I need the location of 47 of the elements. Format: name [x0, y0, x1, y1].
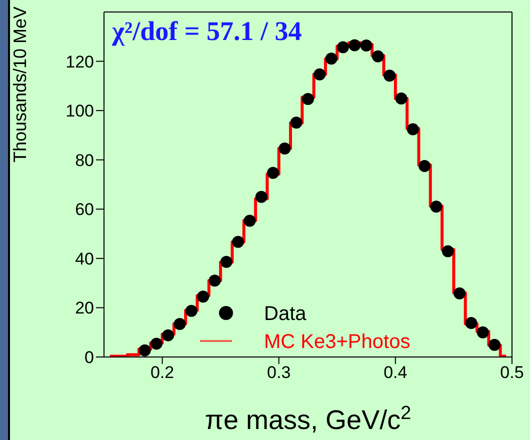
y-tick-label: 100 [66, 102, 94, 121]
annotation: χ²/dof = 57.1 / 34 [111, 16, 302, 46]
point [384, 70, 396, 82]
point [255, 190, 268, 203]
point [442, 245, 454, 258]
point [348, 39, 361, 52]
point [406, 123, 419, 136]
point [325, 52, 338, 65]
point [372, 50, 384, 62]
y-tick-label: 0 [84, 348, 94, 368]
point [290, 116, 302, 129]
point [488, 338, 501, 351]
legend-label: Data [264, 303, 308, 325]
y-tick-label: 20 [75, 298, 94, 318]
point [336, 41, 349, 54]
y-tick-label: 60 [75, 200, 94, 220]
x-tick-label: 0.2 [150, 363, 174, 382]
legend-label: MC Ke3+Photos [264, 331, 410, 353]
point [476, 326, 489, 338]
x-tick-label: 0.5 [500, 363, 524, 382]
x-tick-label: 0.3 [267, 363, 291, 382]
point [395, 92, 408, 104]
point [220, 256, 232, 268]
point [162, 329, 174, 342]
point [418, 160, 431, 172]
point [150, 338, 162, 350]
point [430, 200, 442, 213]
point [174, 318, 186, 330]
point [267, 166, 280, 179]
y-axis-title: Thousands/10 MeV [10, 6, 30, 163]
point [302, 92, 314, 105]
point [360, 40, 372, 52]
point [278, 142, 291, 155]
point [208, 274, 221, 287]
point [138, 344, 151, 356]
point [465, 316, 478, 329]
y-tick-label: 80 [75, 150, 94, 170]
y-tick-label: 40 [75, 249, 94, 268]
point [244, 214, 256, 227]
point [232, 236, 244, 248]
point [197, 290, 210, 303]
point [314, 68, 326, 80]
point [185, 304, 198, 317]
point [454, 287, 466, 300]
x-axis-title: πe mass, GeV/c$^{2}$ [204, 402, 412, 435]
x-tick-label: 0.4 [384, 363, 408, 382]
y-tick-label: 120 [66, 52, 94, 72]
